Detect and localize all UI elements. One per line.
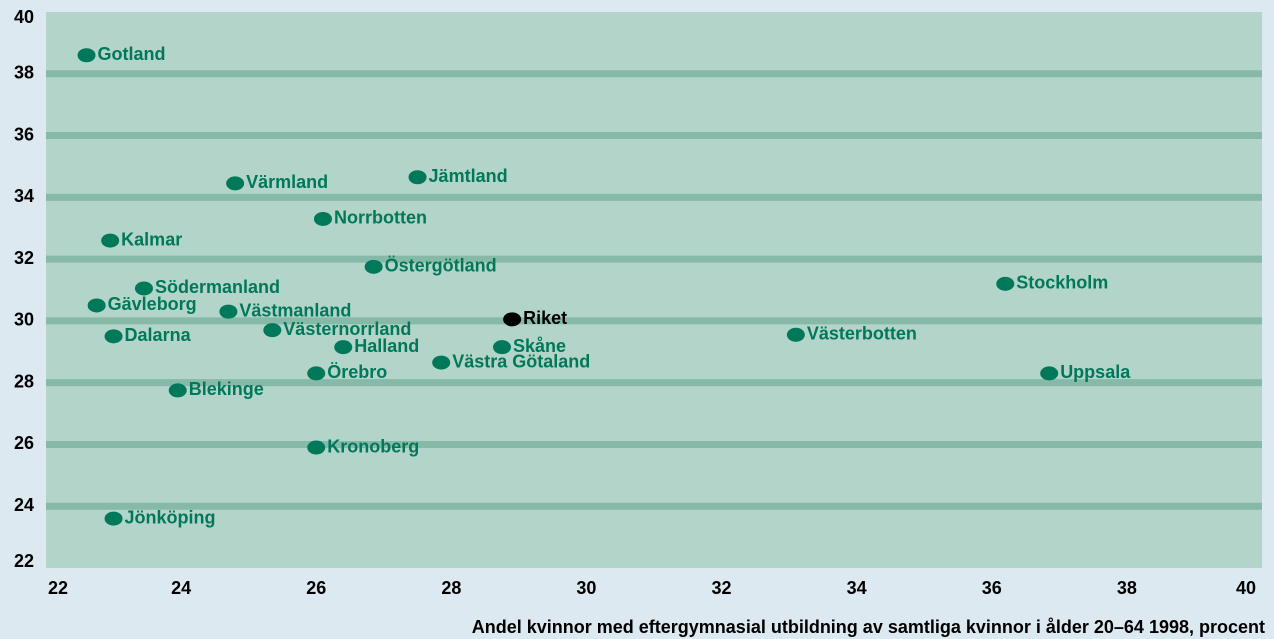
point-label: Södermanland bbox=[155, 277, 280, 297]
point bbox=[1040, 366, 1059, 381]
point-label: Gotland bbox=[98, 44, 166, 64]
point-label: Riket bbox=[523, 308, 567, 328]
point-label: Östergötland bbox=[385, 256, 497, 276]
y-tick-label: 22 bbox=[14, 551, 34, 571]
plot-area bbox=[46, 12, 1262, 568]
point-label: Kalmar bbox=[121, 229, 182, 249]
x-tick-label: 34 bbox=[847, 578, 867, 598]
x-tick-label: 36 bbox=[982, 578, 1002, 598]
x-tick-label: 22 bbox=[48, 578, 68, 598]
point-label: Skåne bbox=[513, 336, 566, 356]
point-label: Stockholm bbox=[1016, 273, 1108, 293]
point-label: Halland bbox=[354, 336, 419, 356]
y-tick-label: 28 bbox=[14, 371, 34, 391]
point-label: Kronoberg bbox=[327, 436, 419, 456]
x-tick-label: 30 bbox=[576, 578, 596, 598]
point-label: Örebro bbox=[327, 362, 387, 382]
point-label: Jämtland bbox=[429, 166, 508, 186]
point bbox=[77, 48, 96, 63]
y-tick-label: 26 bbox=[14, 433, 34, 453]
point-label: Västernorrland bbox=[283, 319, 411, 339]
point bbox=[503, 312, 522, 327]
y-tick-label: 40 bbox=[14, 7, 34, 27]
point bbox=[104, 329, 123, 344]
point bbox=[263, 323, 282, 338]
point-label: Jönköping bbox=[125, 507, 216, 527]
point-label: Uppsala bbox=[1060, 362, 1131, 382]
point-label: Blekinge bbox=[189, 379, 264, 399]
x-tick-label: 24 bbox=[171, 578, 191, 598]
point bbox=[226, 176, 245, 191]
point bbox=[408, 170, 427, 185]
y-tick-label: 24 bbox=[14, 495, 34, 515]
x-tick-label: 28 bbox=[441, 578, 461, 598]
x-tick-label: 26 bbox=[306, 578, 326, 598]
y-tick-label: 32 bbox=[14, 248, 34, 268]
point-label: Värmland bbox=[246, 172, 328, 192]
x-axis-label: Andel kvinnor med eftergymnasial utbildn… bbox=[472, 617, 1265, 637]
point bbox=[104, 511, 123, 526]
y-tick-label: 34 bbox=[14, 186, 34, 206]
point bbox=[432, 355, 451, 370]
x-tick-label: 40 bbox=[1236, 578, 1256, 598]
point bbox=[364, 259, 383, 274]
point bbox=[87, 298, 106, 313]
point-label: Västra Götaland bbox=[452, 351, 590, 371]
point-label: Norrbotten bbox=[334, 208, 427, 228]
point bbox=[996, 276, 1015, 291]
x-tick-label: 38 bbox=[1117, 578, 1137, 598]
point bbox=[219, 304, 238, 319]
point bbox=[168, 383, 187, 398]
point-label: Västmanland bbox=[239, 300, 351, 320]
point bbox=[313, 211, 332, 226]
y-tick-label: 38 bbox=[14, 63, 34, 83]
point bbox=[307, 440, 326, 455]
point bbox=[101, 233, 120, 248]
point bbox=[307, 366, 326, 381]
point bbox=[786, 327, 805, 342]
point bbox=[334, 340, 353, 355]
y-tick-label: 30 bbox=[14, 310, 34, 330]
x-tick-label: 32 bbox=[712, 578, 732, 598]
point bbox=[134, 281, 153, 296]
y-tick-label: 36 bbox=[14, 124, 34, 144]
point-label: Dalarna bbox=[125, 325, 192, 345]
point bbox=[493, 340, 511, 355]
point-label: Västerbotten bbox=[807, 324, 917, 344]
point-label: Gävleborg bbox=[108, 294, 197, 314]
